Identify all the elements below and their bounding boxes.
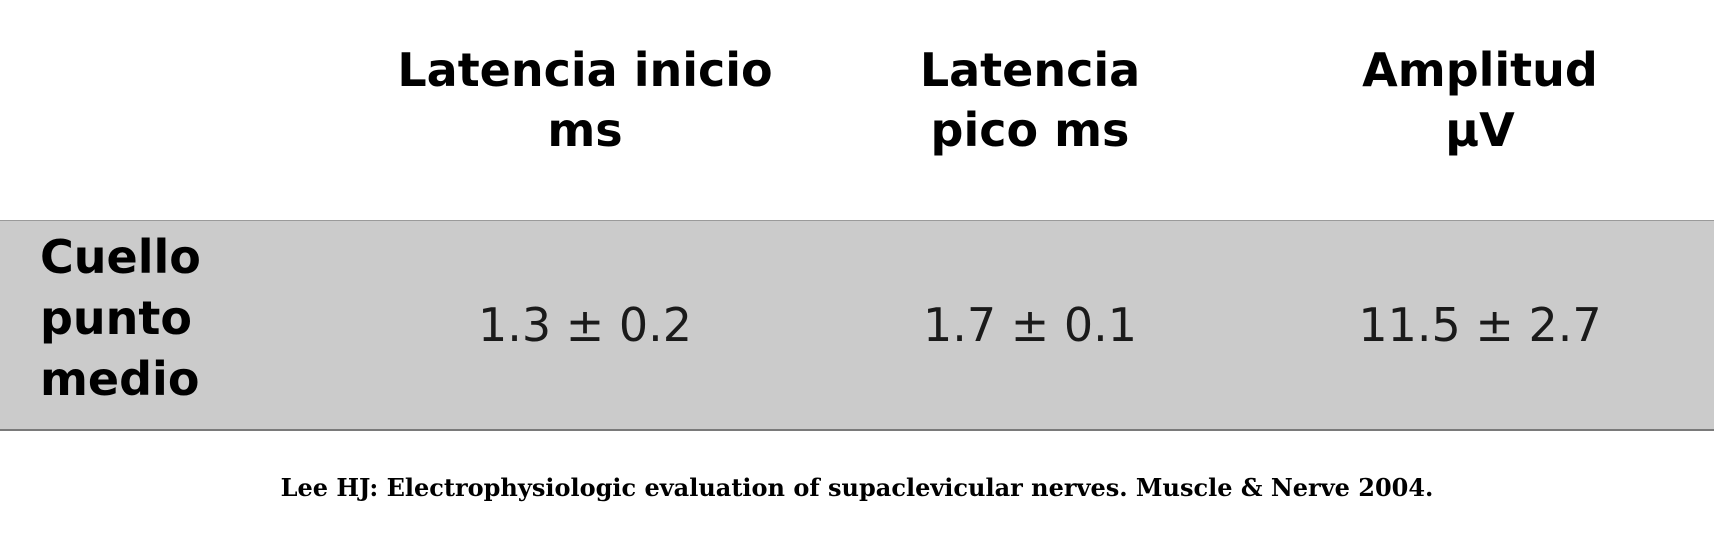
table-header-row: Latencia inicio ms Latencia pico ms Ampl… [0,0,1714,220]
table-cell-amplitud: 11.5 ± 2.7 [1358,298,1602,352]
table-cell-latencia-pico: 1.7 ± 0.1 [922,298,1138,352]
row-label: Cuello punto medio [40,227,280,410]
column-header-line: µV [1445,103,1515,157]
citation-text: Lee HJ: Electrophysiologic evaluation of… [280,473,1434,502]
column-header-amplitud: Amplitud µV [1270,40,1690,160]
table-row: Cuello punto medio 1.3 ± 0.2 1.7 ± 0.1 1… [0,220,1714,431]
column-header-latencia-inicio: Latencia inicio ms [370,40,800,160]
column-header-line: Amplitud [1362,43,1598,97]
row-label-line: Cuello [40,230,201,284]
column-header-latencia-pico: Latencia pico ms [840,40,1220,160]
column-header-line: ms [547,103,623,157]
row-label-line: punto [40,291,193,345]
column-header-line: pico ms [930,103,1130,157]
row-label-line: medio [40,352,200,406]
table-cell-latencia-inicio: 1.3 ± 0.2 [477,298,693,352]
data-table: Latencia inicio ms Latencia pico ms Ampl… [0,0,1714,431]
column-header-line: Latencia [919,43,1141,97]
column-header-line: Latencia inicio [397,43,773,97]
